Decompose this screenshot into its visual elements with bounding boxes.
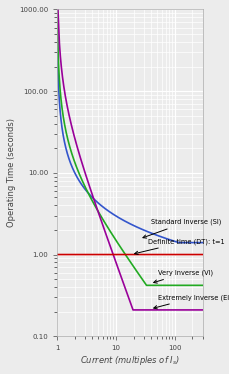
Text: Extremely Inverse (EI): Extremely Inverse (EI)	[154, 294, 229, 309]
Y-axis label: Operating Time (seconds): Operating Time (seconds)	[7, 118, 16, 227]
Text: Definite time (DT): t=1: Definite time (DT): t=1	[135, 238, 224, 254]
Text: Very Inverse (VI): Very Inverse (VI)	[154, 269, 213, 283]
X-axis label: Current (multiples of $I_s$): Current (multiples of $I_s$)	[80, 354, 180, 367]
Text: Standard Inverse (SI): Standard Inverse (SI)	[143, 219, 222, 238]
